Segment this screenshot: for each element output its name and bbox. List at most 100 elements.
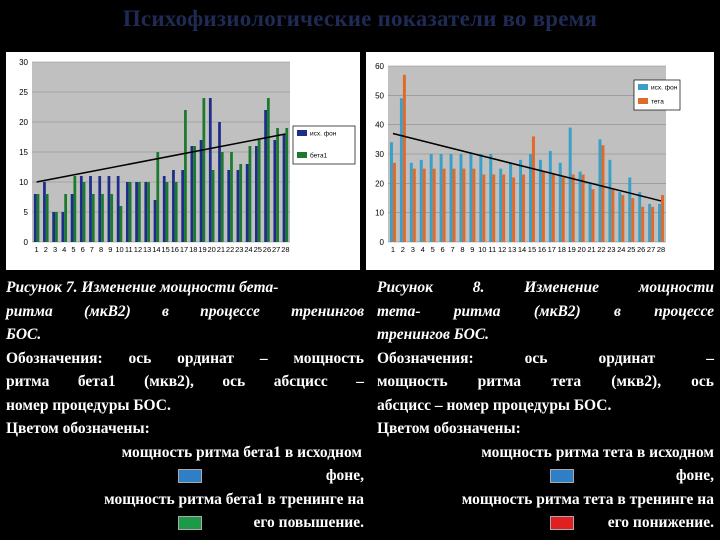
page-title: Психофизиологические показатели во время <box>122 6 598 31</box>
y-tick-label: 0 <box>380 238 385 247</box>
bar <box>442 168 446 242</box>
bar <box>227 170 231 242</box>
bar <box>107 176 111 242</box>
bar <box>621 195 625 242</box>
bar <box>571 174 575 242</box>
x-tick-label: 9 <box>108 245 112 254</box>
x-tick-label: 7 <box>90 245 94 254</box>
bar <box>147 182 150 242</box>
x-tick-label: 3 <box>53 245 57 254</box>
legend-swatch-training <box>178 516 202 530</box>
legend-swatch <box>638 98 648 104</box>
legend-swatch-training <box>550 516 574 530</box>
bar <box>218 122 221 242</box>
caption1-line2: ритма (мкВ2) в процессе тренингов <box>6 302 364 320</box>
bar <box>273 140 277 242</box>
legend-label: исх. фон <box>651 85 678 92</box>
bar <box>239 164 243 242</box>
bar <box>110 194 114 242</box>
caption-figure-7: Рисунок 7. Изменение мощности бета- ритм… <box>6 276 364 535</box>
caption2-line3: тренингов БОС. <box>377 326 490 343</box>
caption2-swatch-row2: его понижение. <box>377 511 714 535</box>
bar <box>658 203 662 242</box>
x-tick-label: 27 <box>647 245 655 254</box>
x-tick-label: 22 <box>597 245 605 254</box>
legend-label: бета1 <box>310 152 328 160</box>
y-tick-label: 20 <box>375 179 384 188</box>
x-tick-label: 28 <box>657 245 665 254</box>
bar <box>137 182 141 242</box>
y-tick-label: 30 <box>19 58 28 67</box>
theta-chart: 0 10 20 30 40 50 60 1 2 3 4 5 6 7 8 9 10 11 12 13 14 15 16 17 18… <box>366 52 714 270</box>
y-tick-label: 15 <box>19 148 28 157</box>
bar <box>165 182 169 242</box>
legend-label: исх. фон <box>310 131 337 138</box>
caption1-line1: Рисунок 7. Изменение мощности бета- <box>6 279 279 296</box>
bar <box>489 154 493 242</box>
x-tick-label: 26 <box>637 245 645 254</box>
bar <box>89 176 92 242</box>
x-tick-label: 16 <box>538 245 546 254</box>
bar <box>528 154 532 242</box>
bar <box>184 110 187 242</box>
bar <box>558 162 562 242</box>
y-tick-label: 30 <box>375 150 384 159</box>
bar <box>469 154 473 242</box>
x-tick-label: 23 <box>607 245 615 254</box>
y-tick-label: 40 <box>375 121 384 130</box>
bar <box>45 194 49 242</box>
caption2-line5: мощность ритма тета (мкв2), ось <box>377 373 714 390</box>
bar <box>285 128 289 242</box>
legend-label: тета <box>651 99 664 106</box>
caption2-line11: его понижение. <box>607 514 714 531</box>
bar <box>153 200 157 242</box>
bar <box>641 206 645 242</box>
bar <box>618 192 622 242</box>
x-tick-label: 11 <box>488 245 496 254</box>
bar <box>174 182 178 242</box>
x-tick-label: 17 <box>180 245 188 254</box>
bar <box>211 170 215 242</box>
bar <box>628 177 632 242</box>
bar <box>598 139 602 242</box>
x-tick-label: 7 <box>450 245 454 254</box>
bar <box>248 146 252 242</box>
x-tick-label: 27 <box>272 245 280 254</box>
bar <box>591 189 595 242</box>
bar <box>52 212 56 242</box>
x-tick-label: 14 <box>518 245 526 254</box>
x-tick-label: 11 <box>125 245 133 254</box>
legend-swatch <box>638 84 648 90</box>
bar <box>33 194 37 242</box>
bar <box>611 189 615 242</box>
caption2-swatch-row1: фоне, <box>377 464 714 488</box>
bar <box>91 194 95 242</box>
bar <box>230 152 233 242</box>
bar <box>73 176 77 242</box>
bar <box>608 159 612 242</box>
x-tick-label: 19 <box>198 245 206 254</box>
bar <box>462 168 466 242</box>
caption2-line7: Цветом обозначены: <box>377 420 521 437</box>
bar <box>144 182 148 242</box>
bar <box>402 74 406 242</box>
caption1-swatch-row2: его повышение. <box>6 511 364 535</box>
bar <box>422 168 426 242</box>
caption2-line1: Рисунок 8. Изменение мощности <box>377 279 714 296</box>
caption1-line11: его повышение. <box>253 514 364 531</box>
bar <box>202 98 206 242</box>
x-tick-label: 20 <box>208 245 216 254</box>
caption1-line10: мощность ритма бета1 в тренинге на <box>104 490 364 508</box>
bar <box>70 194 74 242</box>
bar <box>429 154 433 242</box>
caption2-line9: фоне, <box>675 467 714 484</box>
x-tick-label: 8 <box>460 245 464 254</box>
bar <box>190 146 194 242</box>
bar <box>541 171 545 242</box>
bar <box>128 182 132 242</box>
bar <box>531 136 535 242</box>
x-tick-label: 2 <box>401 245 405 254</box>
bar <box>409 162 413 242</box>
